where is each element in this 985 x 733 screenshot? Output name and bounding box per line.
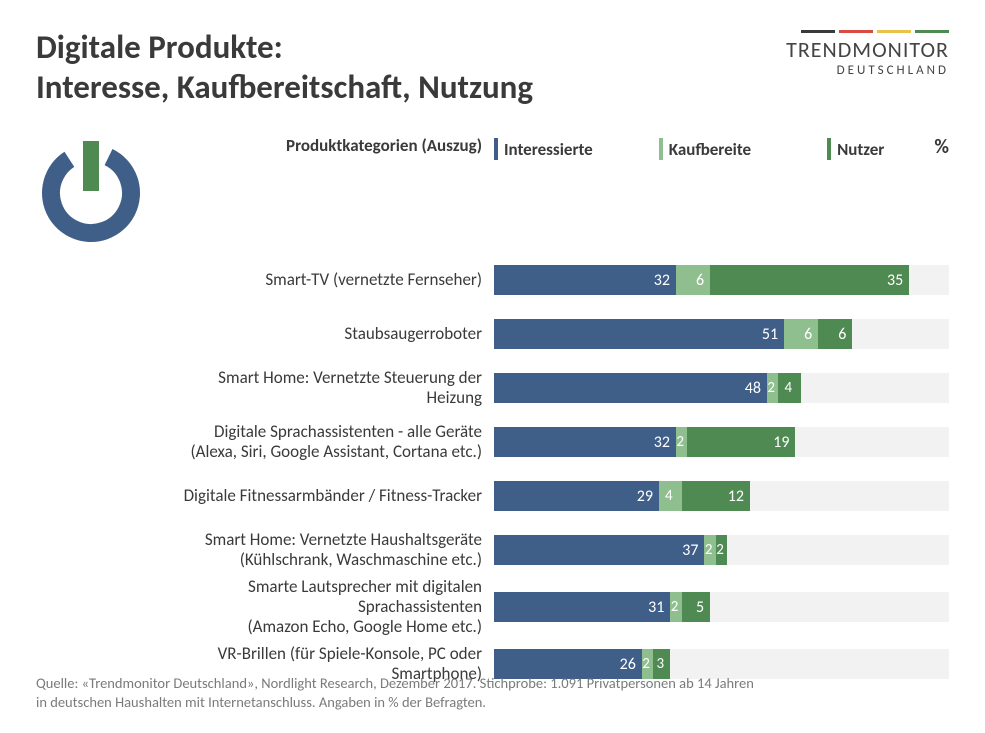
category-header-col: Produktkategorien (Auszug): [164, 135, 494, 156]
brand-logo: TRENDMONITOR DEUTSCHLAND: [786, 28, 949, 78]
chart-row: Digitale Sprachassistenten - alle Geräte…: [36, 415, 949, 469]
row-label-line: (Kühlschrank, Waschmaschine etc.): [164, 550, 482, 570]
row-label-line: Digitale Fitnessarmbänder / Fitness-Trac…: [164, 486, 482, 506]
bar-segment-ready: 2: [676, 427, 687, 457]
legend-item: Kaufbereite: [659, 138, 757, 160]
bar-segment-interested: 37: [494, 535, 704, 565]
footer-line-1: Quelle: «Trendmonitor Deutschland», Nord…: [36, 674, 949, 694]
legend-label: Kaufbereite: [669, 139, 751, 160]
power-icon: [36, 135, 146, 245]
chart-row: Smart-TV (vernetzte Fernseher) 32635: [36, 253, 949, 307]
row-label-line: Digitale Sprachassistenten - alle Geräte: [164, 422, 482, 442]
bar-segment-ready: 4: [659, 481, 682, 511]
bar-segment-interested: 32: [494, 427, 676, 457]
row-label: Smarte Lautsprecher mit digitalen Sprach…: [164, 577, 494, 637]
row-label-line: Staubsaugerroboter: [164, 324, 482, 344]
row-label-line: Smart Home: Vernetzte Haushaltsgeräte: [164, 530, 482, 550]
row-bar-track: 32635: [494, 265, 949, 295]
bar-segment-interested: 51: [494, 319, 784, 349]
bar-segment-user: 6: [818, 319, 852, 349]
chart-area: Produktkategorien (Auszug) Interessierte…: [36, 135, 949, 691]
row-label: Smart-TV (vernetzte Fernseher): [164, 270, 494, 290]
category-header: Produktkategorien (Auszug): [164, 135, 482, 156]
row-label-line: Smarte Lautsprecher mit digitalen Sprach…: [164, 577, 482, 617]
chart-row: Staubsaugerroboter5166: [36, 307, 949, 361]
header: Digitale Produkte: Interesse, Kaufbereit…: [36, 28, 949, 107]
bar-segment-interested: 32: [494, 265, 676, 295]
legend-mark: [827, 138, 831, 160]
row-bar-track: 5166: [494, 319, 949, 349]
percent-sign: %: [934, 135, 949, 159]
legend-row: Interessierte Kaufbereite Nutzer: [494, 135, 949, 163]
chart-header-row: Produktkategorien (Auszug) Interessierte…: [36, 135, 949, 245]
legend-mark: [659, 138, 663, 160]
bar-segment-interested: 31: [494, 592, 670, 622]
brand-sub: DEUTSCHLAND: [786, 63, 949, 78]
footer: Quelle: «Trendmonitor Deutschland», Nord…: [36, 674, 949, 713]
bar-segment-ready: 2: [767, 373, 778, 403]
row-bar-track: 29412: [494, 481, 949, 511]
row-bar-track: 3125: [494, 592, 949, 622]
brand-accent-line: [786, 30, 949, 33]
legend-label: Nutzer: [837, 139, 884, 160]
icon-column: [36, 135, 164, 245]
row-label-line: Smart-TV (vernetzte Fernseher): [164, 270, 482, 290]
legend-item: Nutzer: [827, 138, 890, 160]
brand-main: TRENDMONITOR: [786, 36, 949, 63]
row-label: Digitale Fitnessarmbänder / Fitness-Trac…: [164, 486, 494, 506]
row-label-line: Smart Home: Vernetzte Steuerung der Heiz…: [164, 368, 482, 408]
chart-row: Smart Home: Vernetzte Haushaltsgeräte(Kü…: [36, 523, 949, 577]
row-label: Staubsaugerroboter: [164, 324, 494, 344]
bar-segment-interested: 48: [494, 373, 767, 403]
bar-segment-ready: 6: [784, 319, 818, 349]
footer-line-2: in deutschen Haushalten mit Internetansc…: [36, 693, 949, 713]
bar-segment-ready: 6: [676, 265, 710, 295]
bar-segment-user: 5: [682, 592, 710, 622]
title-line-2: Interesse, Kaufbereitschaft, Nutzung: [36, 68, 786, 108]
row-label: Smart Home: Vernetzte Haushaltsgeräte(Kü…: [164, 530, 494, 570]
bar-segment-user: 2: [716, 535, 727, 565]
bar-segment-ready: 2: [704, 535, 715, 565]
row-label: Smart Home: Vernetzte Steuerung der Heiz…: [164, 368, 494, 408]
bar-segment-user: 12: [682, 481, 750, 511]
row-label-line: (Amazon Echo, Google Home etc.): [164, 617, 482, 637]
legend-col: Interessierte Kaufbereite Nutzer %: [494, 135, 949, 163]
bar-segment-ready: 2: [670, 592, 681, 622]
title-block: Digitale Produkte: Interesse, Kaufbereit…: [36, 28, 786, 107]
row-bar-track: 3722: [494, 535, 949, 565]
chart-row: Smart Home: Vernetzte Steuerung der Heiz…: [36, 361, 949, 415]
legend-item: Interessierte: [494, 138, 599, 160]
row-label-line: (Alexa, Siri, Google Assistant, Cortana …: [164, 442, 482, 462]
chart-row: Digitale Fitnessarmbänder / Fitness-Trac…: [36, 469, 949, 523]
bar-segment-user: 19: [687, 427, 795, 457]
chart-rows: Smart-TV (vernetzte Fernseher)32635Staub…: [36, 253, 949, 691]
chart-row: Smarte Lautsprecher mit digitalen Sprach…: [36, 577, 949, 637]
row-bar-track: 4824: [494, 373, 949, 403]
bar-segment-user: 4: [778, 373, 801, 403]
row-bar-track: 32219: [494, 427, 949, 457]
row-label: Digitale Sprachassistenten - alle Geräte…: [164, 422, 494, 462]
bar-segment-user: 35: [710, 265, 909, 295]
bar-segment-interested: 29: [494, 481, 659, 511]
title-line-1: Digitale Produkte:: [36, 28, 786, 68]
legend-mark: [494, 138, 498, 160]
legend-label: Interessierte: [504, 139, 593, 160]
